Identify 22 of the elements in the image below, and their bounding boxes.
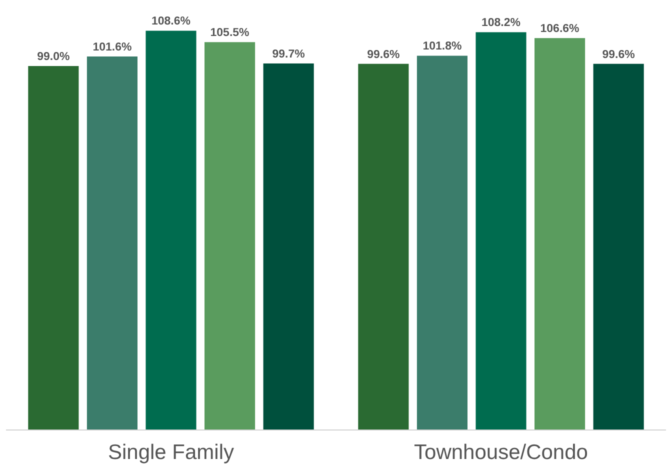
bar [534,38,586,430]
data-label: 101.6% [92,41,132,54]
bar [28,66,79,430]
bar [263,63,314,430]
bar [204,42,256,430]
x-tick-label: Townhouse/Condo [414,441,588,464]
bar [476,32,526,430]
bar [416,56,468,430]
data-label: 106.6% [540,23,580,36]
bar [593,64,644,430]
data-label: 99.7% [272,48,305,60]
data-label: 99.6% [367,48,400,61]
bar [86,56,138,430]
data-label: 108.2% [481,17,521,30]
bar [358,64,409,430]
data-label: 101.8% [422,40,462,53]
data-label: 108.6% [151,16,191,28]
data-label: 99.0% [37,51,70,64]
x-tick-label: Single Family [108,441,235,464]
data-label: 105.5% [210,27,250,40]
data-label: 99.6% [602,48,635,61]
bar [146,30,196,430]
